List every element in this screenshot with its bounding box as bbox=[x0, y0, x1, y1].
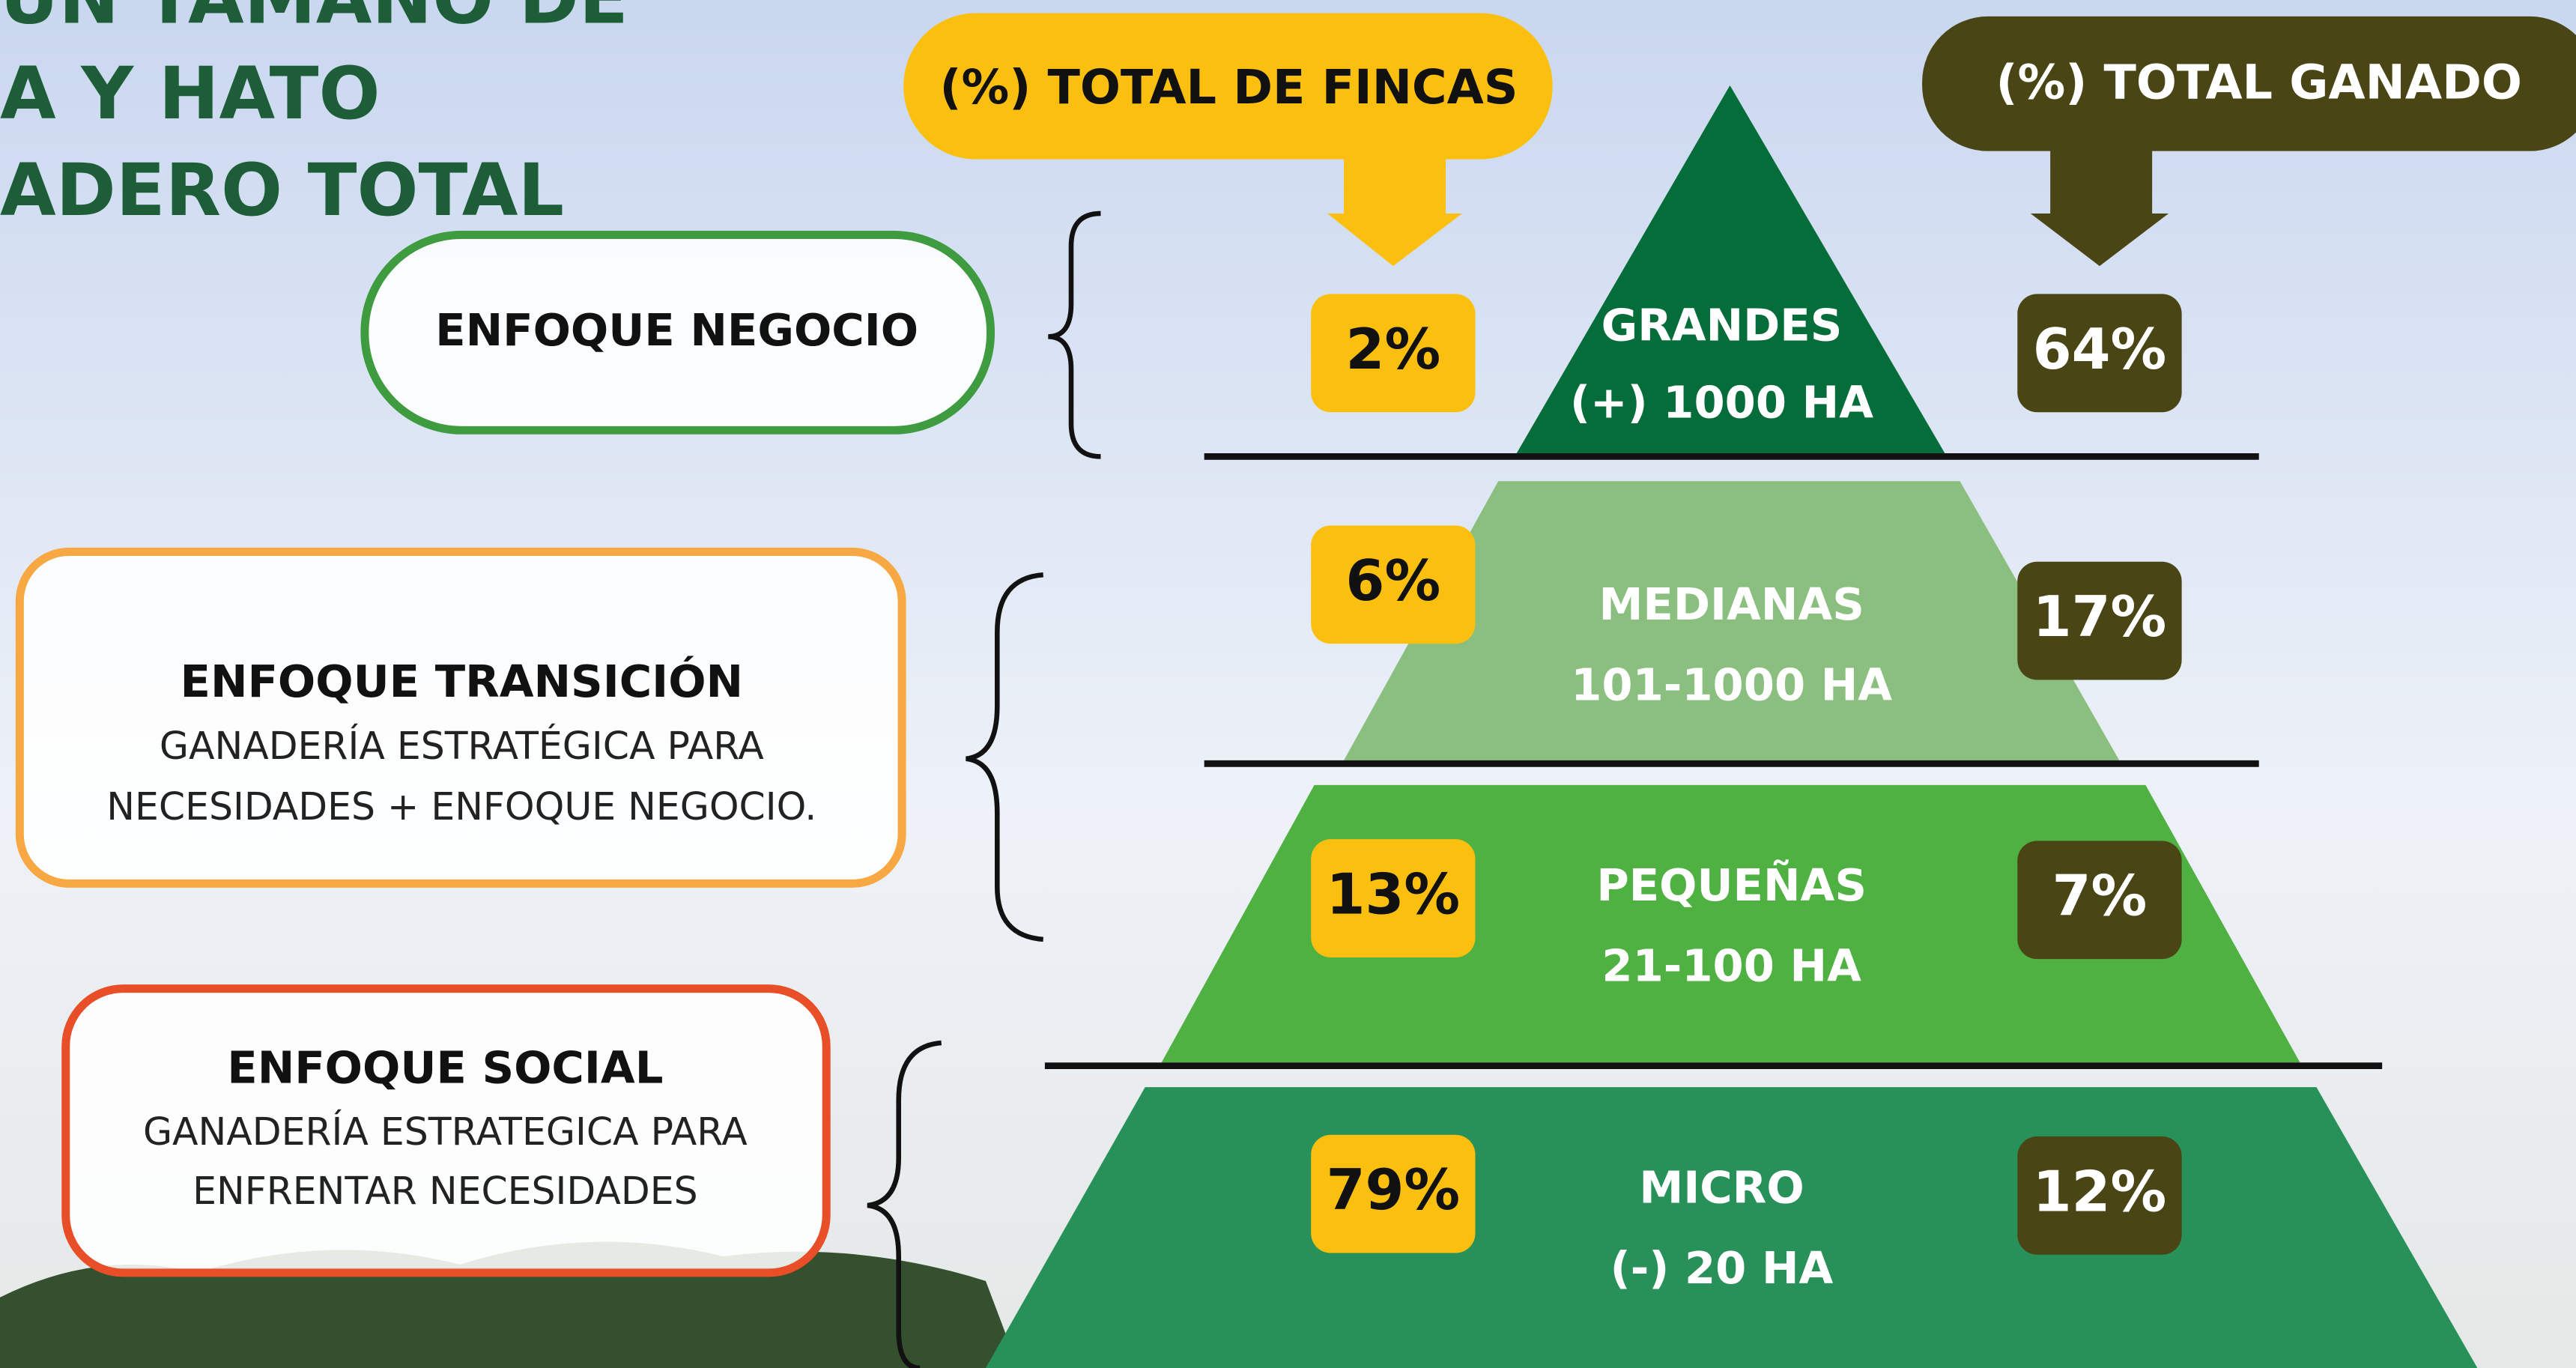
title-line: UN TAMAÑO DE bbox=[0, 0, 628, 40]
approach-box bbox=[19, 552, 902, 884]
title-line: A Y HATO bbox=[0, 51, 381, 136]
column-header: (%) TOTAL DE FINCAS bbox=[939, 59, 1518, 115]
approach-title: ENFOQUE TRANSICIÓN bbox=[181, 656, 744, 707]
ganado-value: 17% bbox=[2033, 584, 2166, 650]
approach-text: GANADERÍA ESTRATÉGICA PARA bbox=[160, 724, 764, 768]
column-header: (%) TOTAL GANADO bbox=[1995, 55, 2521, 110]
ganado-value: 12% bbox=[2033, 1159, 2166, 1224]
tier-range: (-) 20 HA bbox=[1610, 1242, 1834, 1294]
page: UN TAMAÑO DE A Y HATO ADERO TOTAL (%) TO… bbox=[0, 0, 2576, 1368]
fincas-value: 13% bbox=[1327, 862, 1460, 927]
tier-range: 21-100 HA bbox=[1601, 939, 1861, 991]
approach-title: ENFOQUE SOCIAL bbox=[227, 1041, 663, 1093]
fincas-value: 79% bbox=[1327, 1157, 1460, 1223]
tier-range: 101-1000 HA bbox=[1571, 659, 1892, 711]
title-line: ADERO TOTAL bbox=[0, 148, 564, 232]
ganado-value: 7% bbox=[2052, 864, 2148, 929]
tier-name: MEDIANAS bbox=[1598, 578, 1864, 630]
tier-name: MICRO bbox=[1639, 1161, 1804, 1213]
approach-title: ENFOQUE NEGOCIO bbox=[435, 304, 918, 356]
tier-range: (+) 1000 HA bbox=[1570, 377, 1873, 429]
approach-text: NECESIDADES + ENFOQUE NEGOCIO. bbox=[106, 784, 816, 829]
approach-text: ENFRENTAR NECESIDADES bbox=[193, 1169, 697, 1213]
tier-name: PEQUEÑAS bbox=[1596, 859, 1867, 911]
approach-text: GANADERÍA ESTRATEGICA PARA bbox=[143, 1110, 748, 1154]
tier-shape bbox=[986, 1087, 2477, 1368]
fincas-value: 6% bbox=[1346, 548, 1441, 614]
infographic: UN TAMAÑO DE A Y HATO ADERO TOTAL (%) TO… bbox=[0, 0, 2576, 1368]
fincas-value: 2% bbox=[1346, 317, 1441, 382]
ganado-value: 64% bbox=[2033, 317, 2166, 382]
tier-name: GRANDES bbox=[1601, 300, 1843, 351]
